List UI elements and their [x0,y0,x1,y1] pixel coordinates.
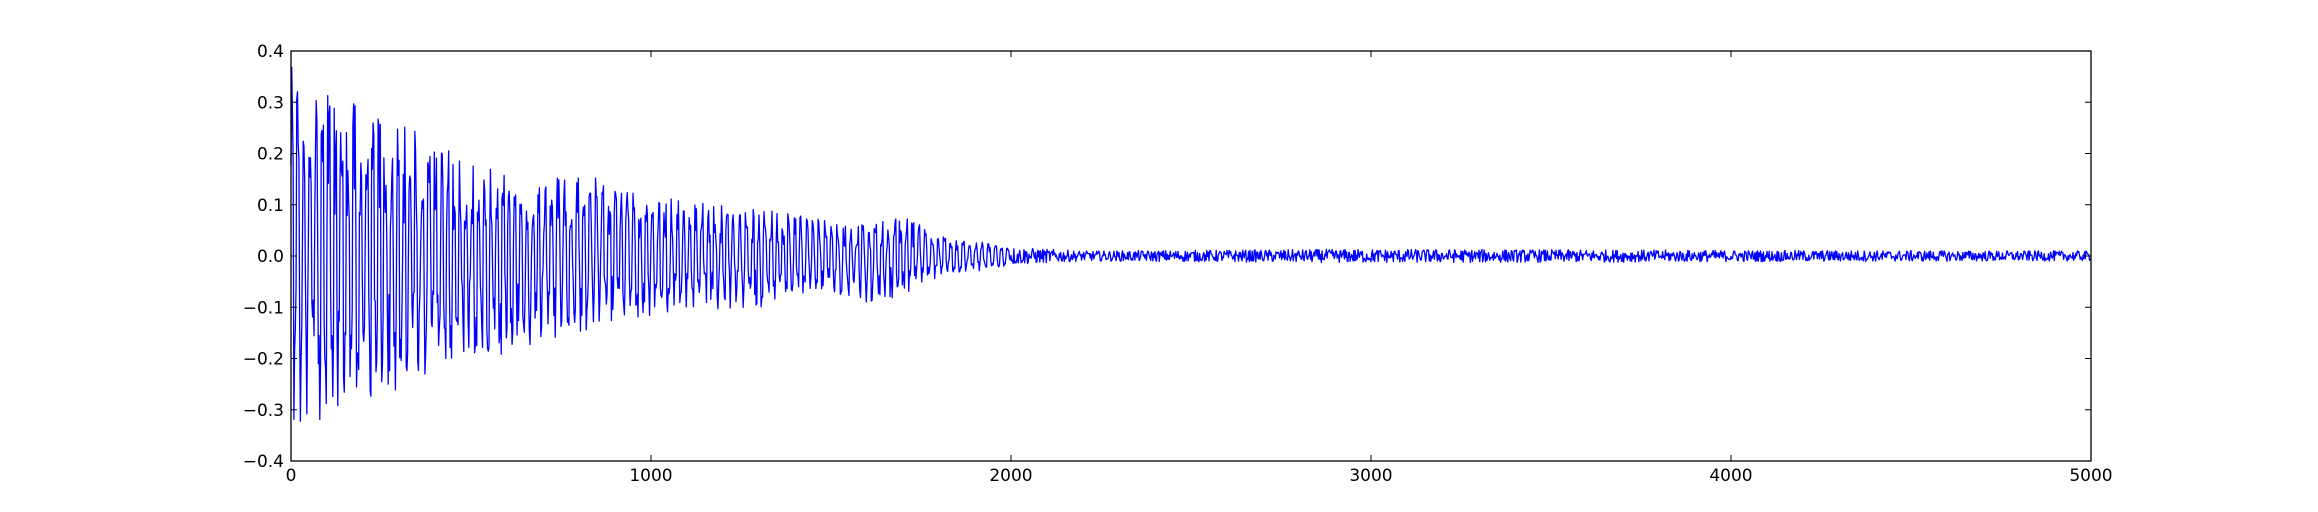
y-axis-ticks: −0.4 −0.3 −0.2 −0.1 0.0 0.1 0.2 0.3 0.4 [243,42,2091,472]
y-tick-label: 0.0 [257,247,284,267]
y-tick-label: −0.4 [243,452,284,472]
y-tick-label: 0.4 [257,42,284,62]
x-tick-label: 1000 [629,466,672,486]
y-tick-label: 0.2 [257,145,284,165]
x-tick-label: 3000 [1349,466,1392,486]
x-tick-label: 5000 [2069,466,2112,486]
y-tick-label: −0.3 [243,401,284,421]
y-tick-label: 0.1 [257,196,284,216]
x-tick-label: 4000 [1709,466,1752,486]
y-tick-label: 0.3 [257,93,284,113]
x-tick-label: 2000 [989,466,1032,486]
plot-area: 0 1000 2000 3000 4000 5000 −0.4 −0.3 −0.2 −0.1 0.… [243,42,2113,486]
x-axis-ticks: 0 1000 2000 3000 4000 5000 [286,51,2113,486]
y-tick-label: −0.1 [243,298,284,318]
y-tick-label: −0.2 [243,350,284,370]
x-tick-label: 0 [286,466,297,486]
signal-series-line [290,66,2092,422]
